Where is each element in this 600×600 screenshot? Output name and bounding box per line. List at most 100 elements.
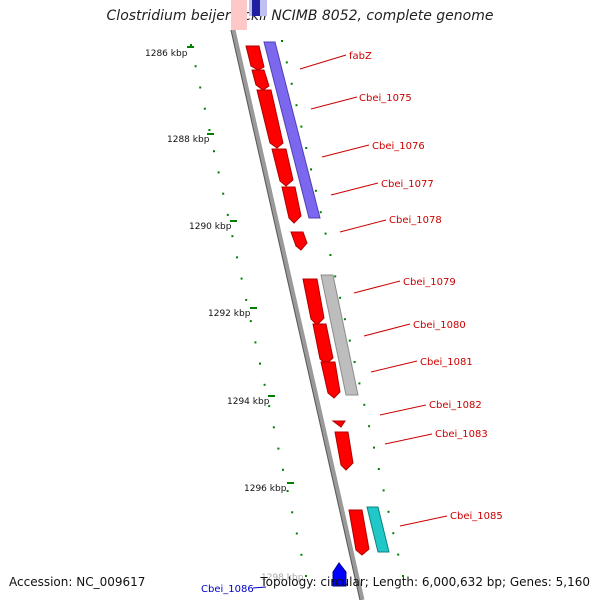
ruler-dot <box>254 341 257 344</box>
cds-arrow-1076[interactable] <box>271 148 294 187</box>
ruler-dot <box>281 40 283 42</box>
ruler-dot <box>194 65 197 68</box>
ruler-dot <box>277 447 280 450</box>
ruler-dot <box>199 86 202 89</box>
ruler-dot <box>222 192 225 195</box>
ruler-dot <box>240 277 243 280</box>
partial-reverse-gene-top[interactable] <box>252 0 260 16</box>
cds-arrow-1080[interactable] <box>312 323 334 365</box>
cds-arrows <box>245 45 370 556</box>
ruler-tick-label: 1296 kbp <box>244 484 287 494</box>
ruler-dot <box>329 254 332 256</box>
ruler-dot <box>314 189 317 192</box>
gene-label-cbei-1077[interactable]: Cbei_1077 <box>381 179 434 190</box>
ruler-dot <box>190 44 192 46</box>
ruler-dot <box>231 235 234 238</box>
ruler-dot <box>377 468 380 470</box>
ruler-dot <box>392 532 395 535</box>
ruler-tick-label-partial: 1298 kbp <box>261 573 304 583</box>
partial-gene-top[interactable] <box>231 0 247 30</box>
gene-label-cbei-1083[interactable]: Cbei_1083 <box>435 429 488 440</box>
map-title: Clostridium beijerinckii NCIMB 8052, com… <box>106 8 494 24</box>
cds-arrow-1078[interactable] <box>290 231 308 251</box>
gene-labels: fabZ Cbei_1075 Cbei_1076 Cbei_1077 Cbei_… <box>201 51 503 595</box>
ruler-dot <box>236 256 238 259</box>
ruler-labels: 1286 kbp 1288 kbp 1290 kbp 1292 kbp 1294… <box>145 46 304 583</box>
gene-label-cbei-1085[interactable]: Cbei_1085 <box>450 511 503 522</box>
ruler-dot <box>295 104 298 107</box>
genome-summary: Topology: circular; Length: 6,000,632 bp… <box>260 575 590 589</box>
ruler-tick-label: 1288 kbp <box>167 135 210 145</box>
genome-backbone <box>230 29 365 600</box>
ruler-dot <box>213 150 215 153</box>
ruler-dot <box>343 318 346 321</box>
ruler-tick-label: 1292 kbp <box>208 309 251 319</box>
gene-label-cbei-1080[interactable]: Cbei_1080 <box>413 320 466 331</box>
ruler-dot <box>382 489 385 492</box>
operon-bar-gray[interactable] <box>320 274 359 396</box>
reverse-gene-1086[interactable] <box>332 562 347 587</box>
gene-label-cbei-1075[interactable]: Cbei_1075 <box>359 93 412 104</box>
cds-arrow-1075a[interactable] <box>251 69 270 91</box>
ruler-dot <box>387 510 390 513</box>
ruler-tick-label: 1290 kbp <box>189 222 232 232</box>
ruler-dot <box>402 575 404 577</box>
ruler-dot <box>358 382 361 385</box>
ruler-dot <box>268 405 271 408</box>
ruler-dot <box>226 213 229 216</box>
ruler-dot <box>272 426 275 429</box>
ruler-dot <box>373 446 375 449</box>
ruler-dot <box>305 575 307 577</box>
ruler-dot <box>348 339 351 342</box>
cds-arrow-1075b[interactable] <box>256 89 284 149</box>
cds-arrow-1085[interactable] <box>348 509 370 556</box>
ruler-dot <box>310 168 312 171</box>
ruler-dot <box>208 129 211 131</box>
ruler-dot <box>295 532 298 535</box>
genome-backbone-edge <box>230 29 361 600</box>
ruler-dot <box>203 107 206 110</box>
ruler-dot <box>305 147 308 149</box>
ruler-dot <box>397 553 400 556</box>
label-leaders <box>252 54 448 589</box>
ruler-dot <box>286 490 289 492</box>
ruler-dot <box>324 232 327 235</box>
ruler-dot <box>217 171 220 174</box>
ruler-tick-label: 1294 kbp <box>227 397 270 407</box>
ruler-dot <box>300 125 303 128</box>
ruler-dot <box>334 275 337 278</box>
ruler-dot <box>300 553 303 556</box>
ruler-outer <box>281 40 404 577</box>
ruler-dot <box>290 82 293 85</box>
ruler-dot <box>263 383 266 386</box>
gene-label-cbei-1078[interactable]: Cbei_1078 <box>389 215 442 226</box>
ruler-tick-label: 1286 kbp <box>145 49 188 59</box>
gene-label-fabZ[interactable]: fabZ <box>349 51 372 62</box>
ruler-dot <box>363 403 366 406</box>
gene-label-cbei-1082[interactable]: Cbei_1082 <box>429 400 482 411</box>
ruler-dot <box>245 298 248 301</box>
cds-arrow-1081[interactable] <box>320 361 341 399</box>
gene-label-cbei-1076[interactable]: Cbei_1076 <box>372 141 425 152</box>
ruler-dot <box>353 361 356 363</box>
gene-label-cbei-1081[interactable]: Cbei_1081 <box>420 357 473 368</box>
operon-bar-cyan[interactable] <box>366 506 390 553</box>
ruler-dot <box>249 320 252 323</box>
cds-arrow-1077[interactable] <box>281 186 302 224</box>
gene-label-cbei-1079[interactable]: Cbei_1079 <box>403 277 456 288</box>
cds-arrow-1079[interactable] <box>302 278 325 326</box>
ruler-dot <box>291 511 294 514</box>
ruler-dot <box>319 211 322 214</box>
operon-bar-blue[interactable] <box>263 41 321 219</box>
cds-arrow-fabZ[interactable] <box>245 45 265 71</box>
ruler-dot <box>339 296 342 299</box>
accession-label: Accession: NC_009617 <box>9 575 146 589</box>
ruler-dot <box>285 61 288 64</box>
gene-label-cbei-1086[interactable]: Cbei_1086 <box>201 584 254 595</box>
ruler-inner <box>190 44 307 577</box>
cds-arrow-1082[interactable] <box>331 420 346 428</box>
cds-arrow-1083[interactable] <box>334 431 354 471</box>
ruler-dot <box>282 468 284 471</box>
ruler-dot <box>259 362 261 365</box>
